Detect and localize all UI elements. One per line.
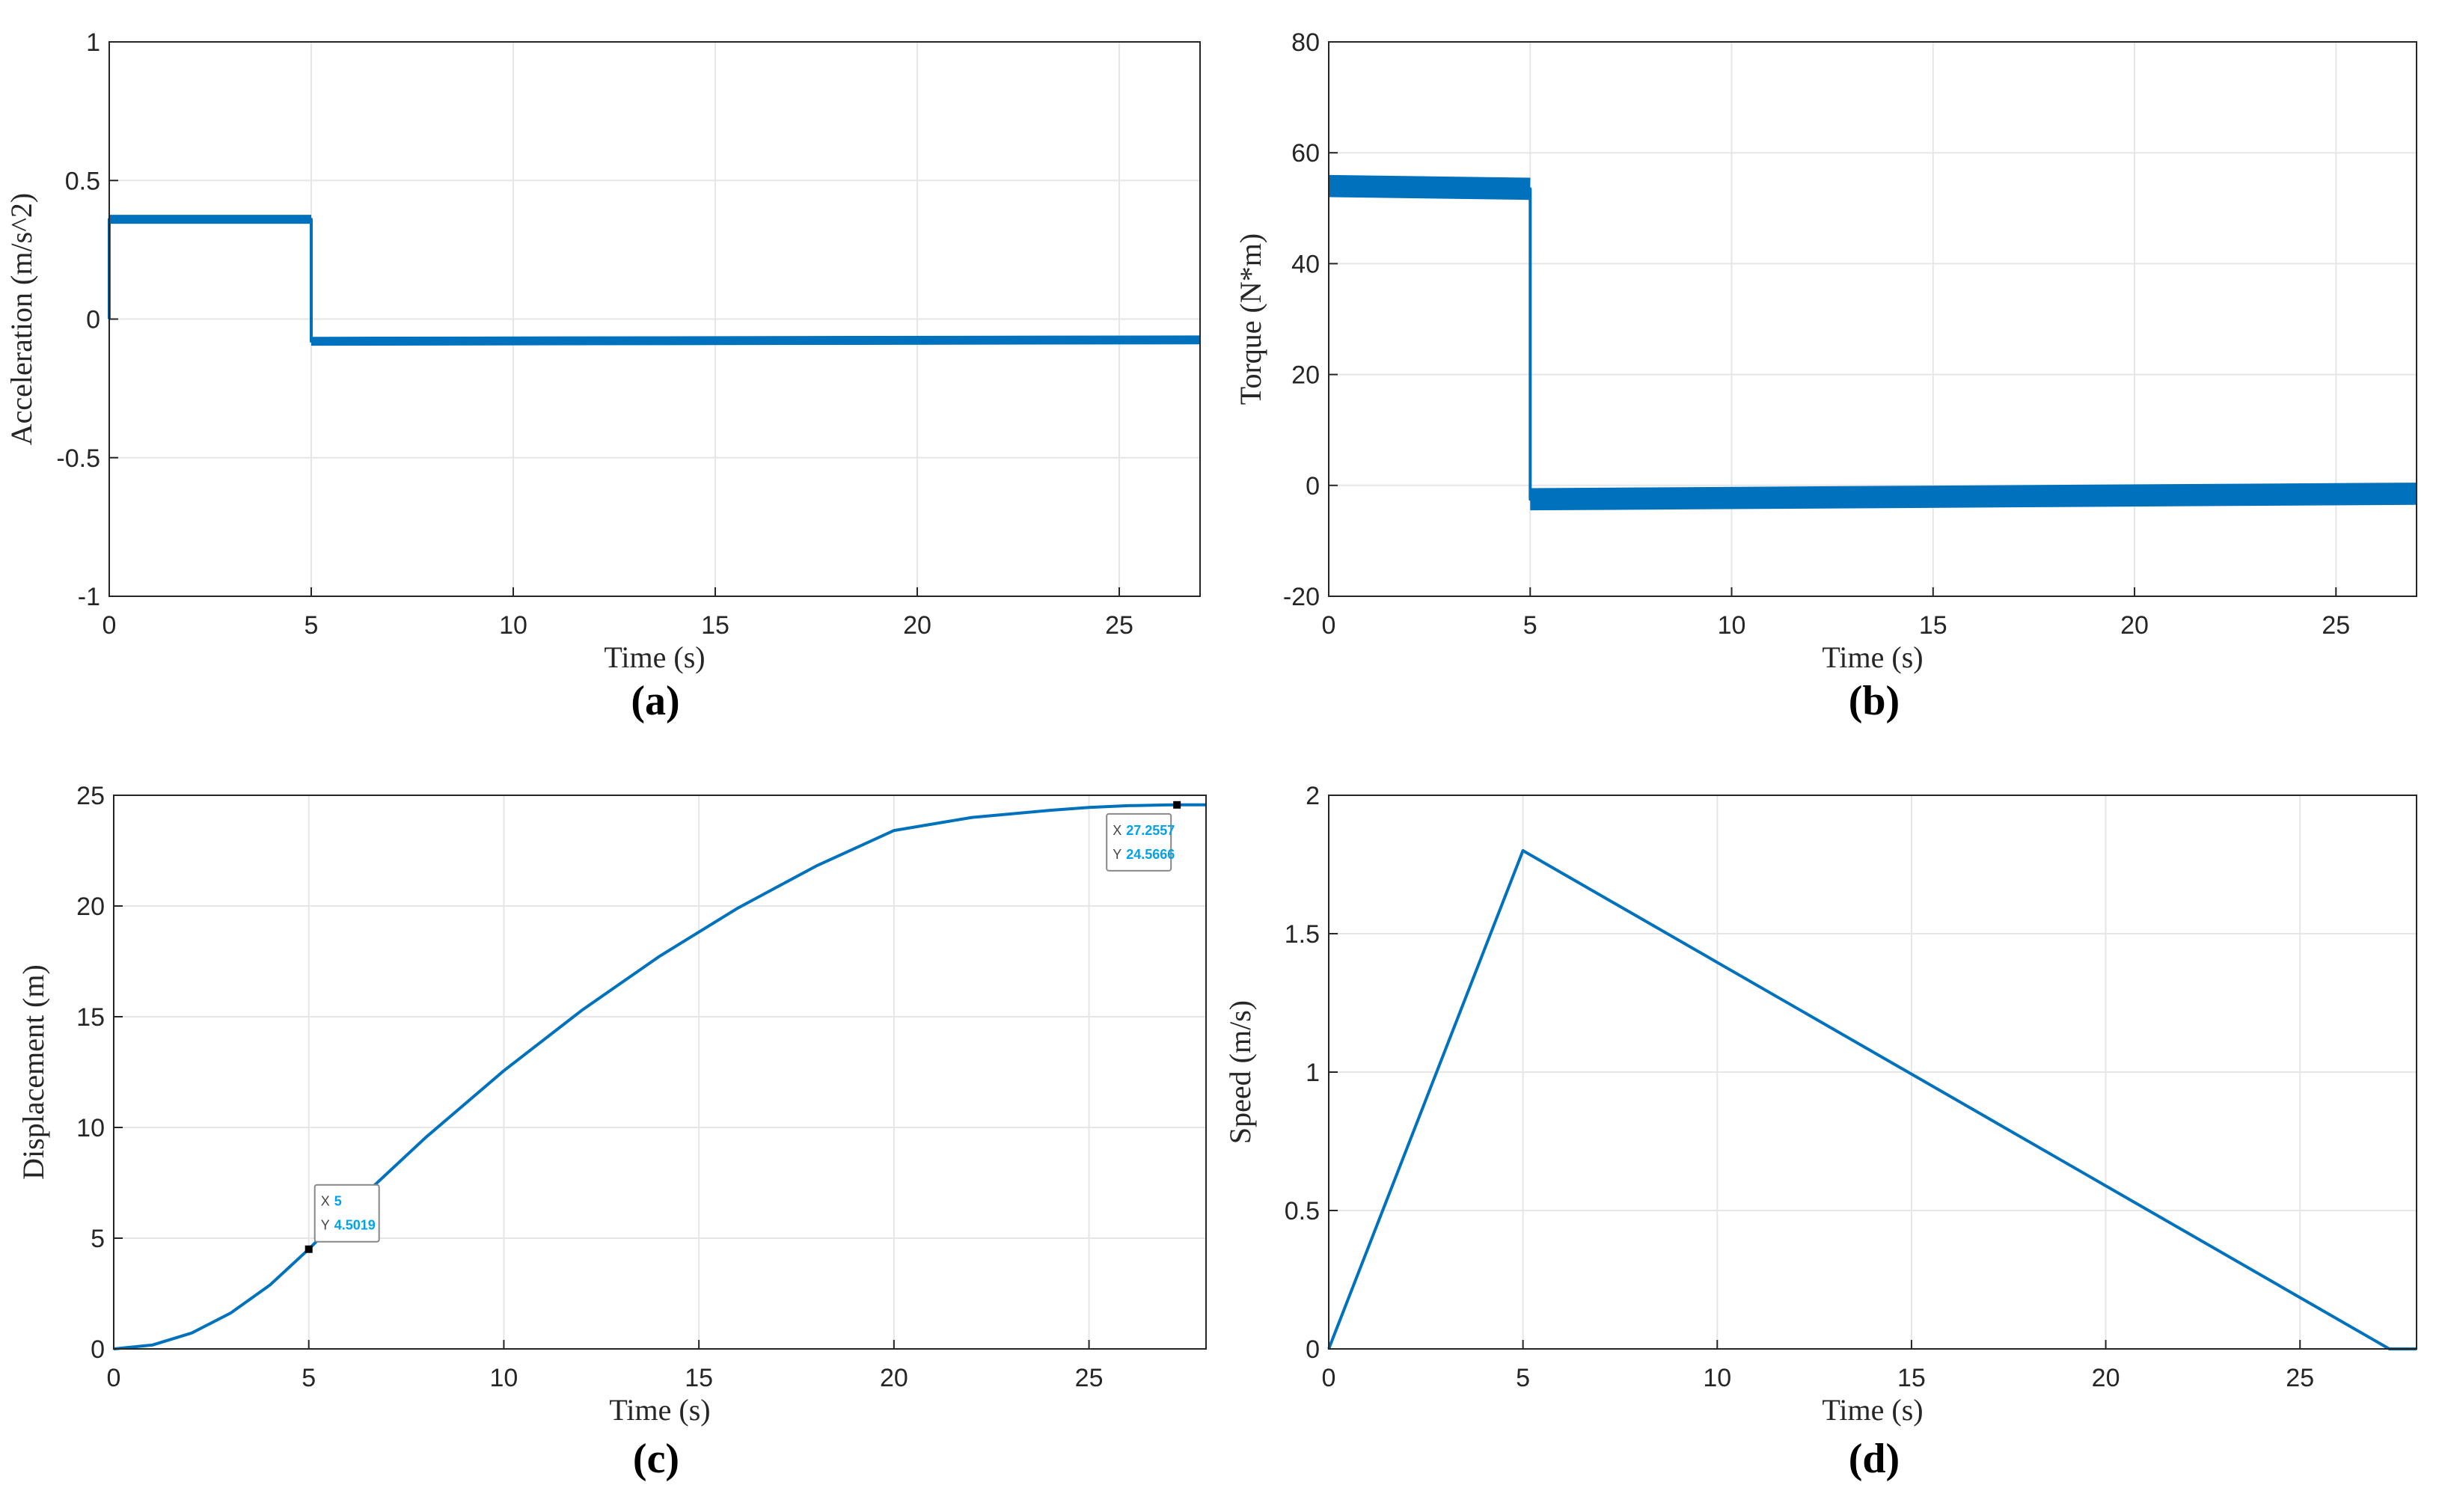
panel-label: (d) (1849, 1436, 1900, 1482)
y-tick-label: 15 (76, 1003, 105, 1032)
y-tick-label: 20 (76, 893, 105, 921)
panel-label: (b) (1849, 678, 1900, 724)
datatip-y-label: Y (1113, 847, 1121, 862)
x-axis-label: Time (s) (1822, 1393, 1923, 1427)
x-tick-label: 10 (499, 611, 527, 640)
y-tick-label: -20 (1283, 583, 1320, 611)
datatip-marker (1173, 801, 1181, 809)
y-tick-label: 0 (1306, 472, 1320, 501)
chart-panel-d: 0 5 10 15 20 25 0 0.5 1 1.5 2 Time (s) Speed (m/s) (d… (1223, 782, 2417, 1482)
y-tick-label: 0 (86, 306, 100, 334)
x-tick-label: 0 (102, 611, 117, 640)
datatip-box: X 27.2557 Y 24.5666 (1106, 812, 1175, 872)
datatip-x-value: 27.2557 (1126, 823, 1175, 838)
x-tick-label: 20 (2092, 1364, 2120, 1392)
panel-label: (a) (631, 678, 679, 724)
y-axis-label: Speed (m/s) (1223, 1000, 1257, 1144)
x-tick-label: 25 (2322, 611, 2350, 640)
x-tick-label: 20 (2120, 611, 2149, 640)
x-tick-label: 10 (490, 1364, 518, 1392)
x-tick-label: 25 (1075, 1364, 1104, 1392)
y-tick-label: 25 (76, 782, 105, 810)
x-axis-label: Time (s) (604, 640, 705, 674)
y-axis-label: Torque (N*m) (1234, 233, 1267, 405)
datatip-marker (305, 1245, 313, 1253)
axes-box (113, 795, 1207, 1350)
y-tick-label: 80 (1291, 28, 1320, 57)
y-tick-label: -0.5 (56, 444, 100, 473)
axes-box (1328, 41, 2417, 597)
x-tick-label: 5 (302, 1364, 316, 1392)
x-tick-label: 0 (1322, 611, 1336, 640)
series-line (113, 803, 1206, 1350)
y-tick-label: 1 (86, 28, 100, 57)
x-tick-label: 15 (1919, 611, 1947, 640)
panel-label: (c) (633, 1436, 679, 1482)
x-tick-label: 10 (1703, 1364, 1731, 1392)
x-tick-label: 5 (1516, 1364, 1530, 1392)
y-tick-label: 60 (1291, 139, 1320, 168)
chart-panel-c: 0 5 10 15 20 25 0 5 10 15 20 25 Time (s) Displacement… (16, 782, 1207, 1482)
datatip-y-value: 4.5019 (334, 1218, 376, 1233)
datatip-x-label: X (321, 1194, 330, 1209)
datatip-y-label: Y (321, 1218, 330, 1233)
x-axis-label: Time (s) (1822, 640, 1923, 674)
datatip-x-value: 5 (334, 1194, 342, 1209)
y-tick-label: 0.5 (65, 167, 100, 195)
x-tick-label: 5 (1523, 611, 1537, 640)
datatip-y-value: 24.5666 (1126, 847, 1175, 862)
y-tick-label: 1.5 (1285, 920, 1320, 949)
y-tick-label: 0 (91, 1335, 105, 1364)
datatip-box: X 5Y 4.5019 (313, 1184, 380, 1243)
datatip-x-label: X (1113, 823, 1121, 838)
y-axis-label: Displacement (m) (16, 964, 50, 1180)
y-tick-label: 1 (1306, 1059, 1320, 1087)
x-tick-label: 0 (1322, 1364, 1336, 1392)
y-tick-label: -1 (78, 583, 100, 611)
y-axis-label: Acceleration (m/s^2) (4, 193, 38, 446)
y-tick-label: 20 (1291, 361, 1320, 390)
x-tick-label: 10 (1718, 611, 1746, 640)
x-tick-label: 20 (880, 1364, 908, 1392)
x-tick-label: 0 (107, 1364, 121, 1392)
x-tick-label: 15 (1897, 1364, 1926, 1392)
y-tick-label: 5 (91, 1225, 105, 1253)
y-tick-label: 2 (1306, 782, 1320, 810)
x-tick-label: 20 (903, 611, 931, 640)
x-tick-label: 25 (1105, 611, 1133, 640)
datatip-frame (313, 1184, 380, 1243)
y-tick-label: 10 (76, 1114, 105, 1142)
y-tick-label: 0 (1306, 1335, 1320, 1364)
y-tick-label: 40 (1291, 250, 1320, 278)
chart-panel-a: 0 5 10 15 20 25 -1 -0.5 0 0.5 1 Time (s) Acceleratio… (4, 28, 1201, 724)
series-line (1328, 184, 2417, 501)
datatip-frame (1106, 812, 1172, 872)
x-axis-label: Time (s) (609, 1393, 710, 1427)
y-tick-label: 0.5 (1285, 1197, 1320, 1225)
plot-area (1329, 42, 2417, 596)
x-tick-label: 15 (685, 1364, 713, 1392)
x-tick-label: 5 (305, 611, 319, 640)
x-tick-label: 15 (701, 611, 729, 640)
plot-area (114, 795, 1206, 1349)
x-tick-label: 25 (2286, 1364, 2314, 1392)
